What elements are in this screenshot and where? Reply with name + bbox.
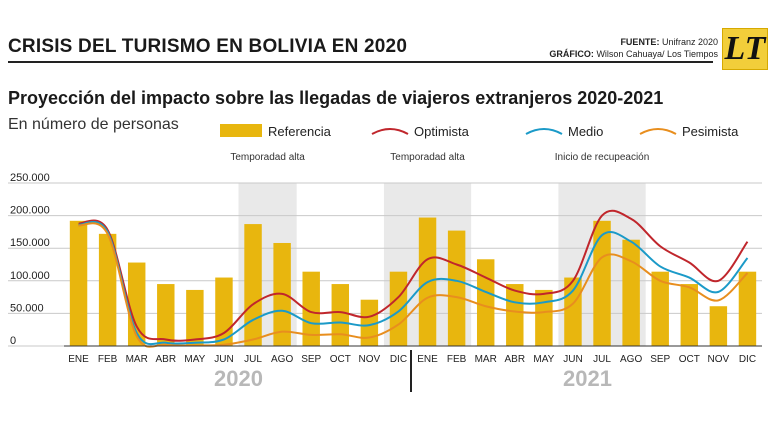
bar-referencia [738,271,757,346]
bar-referencia [535,289,553,346]
x-tick-label: JUL [593,354,611,365]
legend-swatch-optimista [371,128,409,135]
y-tick-label: 250.000 [10,172,50,184]
bar-referencia [593,220,611,346]
x-tick-label: JUN [563,354,582,365]
x-tick-label: AGO [620,354,642,365]
y-tick-label: 100.000 [10,270,50,282]
bar-referencia [447,230,466,346]
x-tick-label: FEB [447,354,467,365]
bar-referencia [506,284,524,346]
y-tick-label: 150.000 [10,237,50,249]
x-tick-label: JUL [244,354,262,365]
legend-label-referencia: Referencia [268,124,332,139]
x-tick-label: DIC [739,354,756,365]
bar-referencia [244,224,262,346]
bar-referencia [476,259,495,346]
los-tiempos-logo: LT [722,28,768,70]
bar-referencia [360,299,379,346]
x-tick-label: NOV [359,354,381,365]
bar-referencia [157,284,175,346]
bar-referencia [622,239,640,346]
x-tick-label: ABR [156,354,177,365]
season-annotation: Temporadad alta [390,152,465,163]
x-tick-label: MAR [475,354,497,365]
x-tick-label: ENE [417,354,438,365]
line-optimista [78,209,749,342]
legend-label-optimista: Optimista [414,124,470,139]
x-tick-label: SEP [650,354,670,365]
page-title: CRISIS DEL TURISMO EN BOLIVIA EN 2020 [8,36,408,57]
legend-swatch-referencia [220,124,262,137]
legend-swatch-pesimista [639,128,677,135]
season-annotation: Temporadad alta [230,152,305,163]
legend-swatch-medio [525,128,563,135]
y-tick-label: 200.000 [10,205,50,217]
year-label-2020: 2020 [214,366,263,391]
x-tick-label: NOV [708,354,730,365]
source-label: FUENTE: [620,37,660,47]
bar-referencia [709,306,728,346]
season-annotation: Inicio de recupeación [555,152,650,163]
x-tick-label: ENE [68,354,89,365]
x-tick-label: AGO [271,354,293,365]
year-label-2021: 2021 [563,366,612,391]
chart-subtitle: En número de personas [8,116,179,133]
credits: FUENTE: Unifranz 2020 GRÁFICO: Wilson Ca… [549,36,718,60]
source-value: Unifranz 2020 [661,37,718,47]
x-tick-label: OCT [679,354,700,365]
x-tick-label: ABR [505,354,526,365]
x-tick-label: FEB [98,354,118,365]
x-tick-label: MAY [533,354,554,365]
x-tick-label: SEP [301,354,321,365]
y-tick-label: 50.000 [10,302,44,314]
bar-referencia [651,271,669,346]
x-tick-label: MAR [126,354,148,365]
legend-label-pesimista: Pesimista [682,124,739,139]
legend-label-medio: Medio [568,124,603,139]
bar-referencia [389,271,408,346]
bar-referencia [680,284,699,346]
bar-referencia [186,289,204,346]
graphic-label: GRÁFICO: [549,49,594,59]
graphic-value: Wilson Cahuaya/ Los Tiempos [596,49,718,59]
title-underline [8,61,713,63]
x-tick-label: DIC [390,354,407,365]
bar-referencia [302,271,320,346]
bar-referencia [69,220,88,346]
x-tick-label: JUN [214,354,233,365]
x-tick-label: MAY [184,354,205,365]
x-tick-label: OCT [330,354,351,365]
bar-referencia [98,233,117,346]
chart-title: Proyección del impacto sobre las llegada… [8,88,664,108]
line-medio [78,220,749,346]
bar-referencia [331,284,350,346]
y-tick-label: 0 [10,335,16,347]
